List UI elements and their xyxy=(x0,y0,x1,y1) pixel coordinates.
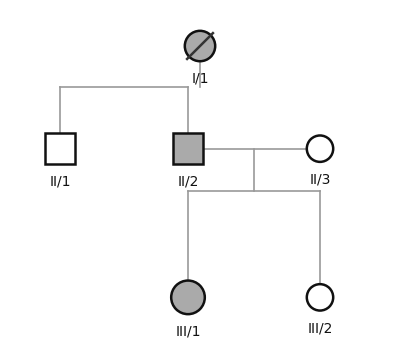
Ellipse shape xyxy=(307,284,333,310)
Ellipse shape xyxy=(185,31,215,61)
Ellipse shape xyxy=(307,136,333,162)
Text: III/1: III/1 xyxy=(175,325,201,339)
Text: II/1: II/1 xyxy=(49,175,71,188)
Bar xyxy=(173,133,203,164)
Ellipse shape xyxy=(171,281,205,314)
Text: II/2: II/2 xyxy=(177,175,199,188)
Bar xyxy=(45,133,75,164)
Text: I/1: I/1 xyxy=(191,72,209,86)
Text: II/3: II/3 xyxy=(309,172,331,187)
Text: III/2: III/2 xyxy=(307,321,333,335)
